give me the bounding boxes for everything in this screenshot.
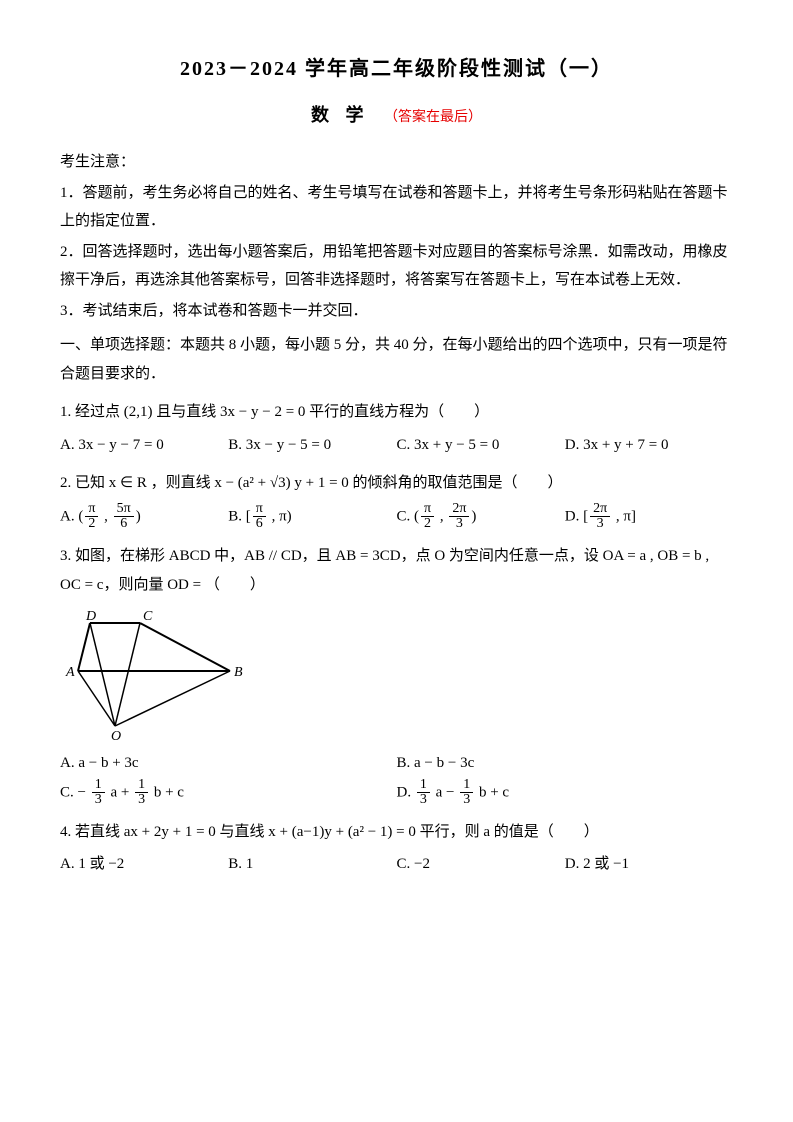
- q2-d-pre: D. [: [565, 508, 588, 524]
- svg-text:O: O: [111, 729, 121, 741]
- q3-c-mid2: b + c: [150, 784, 184, 800]
- q2-d-f1n: 2π: [590, 502, 610, 518]
- question-3: 3. 如图，在梯形 ABCD 中，AB // CD，且 AB = 3CD，点 O…: [60, 542, 733, 599]
- q4-options: A. 1 或 −2 B. 1 C. −2 D. 2 或 −1: [60, 850, 733, 879]
- q2-a-f1n: π: [85, 502, 98, 518]
- q1-line: 3x − y − 2 = 0: [220, 404, 305, 420]
- q2-b-post: , π): [268, 508, 292, 524]
- q1-options: A. 3x − y − 7 = 0 B. 3x − y − 5 = 0 C. 3…: [60, 431, 733, 460]
- q3-d-f2n: 1: [460, 778, 473, 794]
- q2-d-f1d: 3: [590, 517, 610, 532]
- q2-options: A. (π2 , 5π6) B. [π6 , π) C. (π2 , 2π3) …: [60, 502, 733, 532]
- q2-a-post: ): [136, 508, 141, 524]
- q3-d-pre: D.: [397, 784, 415, 800]
- instruction-2: 2．回答选择题时，选出每小题答案后，用铅笔把答题卡对应题目的答案标号涂黑．如需改…: [60, 238, 733, 295]
- q3-d-f1n: 1: [417, 778, 430, 794]
- subject-text: 数 学: [311, 105, 370, 125]
- q3-option-a: A. a − b + 3c: [60, 749, 397, 778]
- q2-b-f1n: π: [253, 502, 266, 518]
- q2-c-mid: ,: [436, 508, 447, 524]
- q2-b-f1d: 6: [253, 517, 266, 532]
- question-1: 1. 经过点 (2,1) 且与直线 3x − y − 2 = 0 平行的直线方程…: [60, 398, 733, 427]
- q3-c-f1d: 3: [92, 793, 105, 808]
- q4-option-b: B. 1: [228, 850, 396, 879]
- q3-option-c: C. − 13 a + 13 b + c: [60, 778, 397, 808]
- q3-c-f2d: 3: [135, 793, 148, 808]
- svg-text:C: C: [143, 611, 153, 624]
- q2-c-f1n: π: [421, 502, 434, 518]
- q3-option-b: B. a − b − 3c: [397, 749, 734, 778]
- q3-diagram: D C A B O: [60, 611, 733, 741]
- q2-c-f1d: 2: [421, 517, 434, 532]
- q3-d-mid2: b + c: [475, 784, 509, 800]
- q3-c-f1n: 1: [92, 778, 105, 794]
- q3-d-mid1: a −: [432, 784, 458, 800]
- q2-a-f1d: 2: [85, 517, 98, 532]
- q2-c-f2d: 3: [449, 517, 469, 532]
- q2-a-f2d: 6: [114, 517, 134, 532]
- q3-c-mid1: a +: [107, 784, 133, 800]
- q3-d-f2d: 3: [460, 793, 473, 808]
- notice-heading: 考生注意：: [60, 148, 733, 177]
- q1-stem-suffix: 平行的直线方程为（ ）: [309, 404, 489, 420]
- svg-text:B: B: [234, 665, 243, 680]
- q2-c-f2n: 2π: [449, 502, 469, 518]
- q2-a-mid: ,: [100, 508, 111, 524]
- instruction-3: 3．考试结束后，将本试卷和答题卡一并交回．: [60, 297, 733, 326]
- q2-c-pre: C. (: [397, 508, 420, 524]
- q2-option-a: A. (π2 , 5π6): [60, 502, 228, 532]
- q2-b-pre: B. [: [228, 508, 251, 524]
- q3-options: A. a − b + 3c B. a − b − 3c C. − 13 a + …: [60, 749, 733, 808]
- q3-d-f1d: 3: [417, 793, 430, 808]
- q2-a-f2n: 5π: [114, 502, 134, 518]
- svg-text:A: A: [65, 665, 75, 680]
- svg-text:D: D: [85, 611, 96, 624]
- answer-note: （答案在最后）: [384, 110, 482, 125]
- question-2: 2. 已知 x ∈ R ，则直线 x − (a² + √3) y + 1 = 0…: [60, 469, 733, 498]
- q1-stem-mid: 且与直线: [156, 404, 220, 420]
- q1-option-b: B. 3x − y − 5 = 0: [228, 431, 396, 460]
- page-title: 2023－2024 学年高二年级阶段性测试（一）: [60, 50, 733, 88]
- q2-option-c: C. (π2 , 2π3): [397, 502, 565, 532]
- q1-option-d: D. 3x + y + 7 = 0: [565, 431, 733, 460]
- trapezoid-diagram: D C A B O: [60, 611, 260, 741]
- subject-line: 数 学 （答案在最后）: [60, 98, 733, 132]
- section-1-heading: 一、单项选择题：本题共 8 小题，每小题 5 分，共 40 分，在每小题给出的四…: [60, 331, 733, 388]
- q1-stem-prefix: 1. 经过点: [60, 404, 124, 420]
- q4-option-d: D. 2 或 −1: [565, 850, 733, 879]
- q2-a-pre: A. (: [60, 508, 83, 524]
- q1-point: (2,1): [124, 404, 153, 420]
- q2-option-d: D. [2π3 , π]: [565, 502, 733, 532]
- q1-option-a: A. 3x − y − 7 = 0: [60, 431, 228, 460]
- q2-c-post: ): [471, 508, 476, 524]
- q1-option-c: C. 3x + y − 5 = 0: [397, 431, 565, 460]
- q3-c-pre: C. −: [60, 784, 90, 800]
- q3-option-d: D. 13 a − 13 b + c: [397, 778, 734, 808]
- q2-option-b: B. [π6 , π): [228, 502, 396, 532]
- question-4: 4. 若直线 ax + 2y + 1 = 0 与直线 x + (a−1)y + …: [60, 818, 733, 847]
- q2-d-post: , π]: [612, 508, 636, 524]
- instruction-1: 1．答题前，考生务必将自己的姓名、考生号填写在试卷和答题卡上，并将考生号条形码粘…: [60, 179, 733, 236]
- q3-c-f2n: 1: [135, 778, 148, 794]
- q4-option-a: A. 1 或 −2: [60, 850, 228, 879]
- q4-option-c: C. −2: [397, 850, 565, 879]
